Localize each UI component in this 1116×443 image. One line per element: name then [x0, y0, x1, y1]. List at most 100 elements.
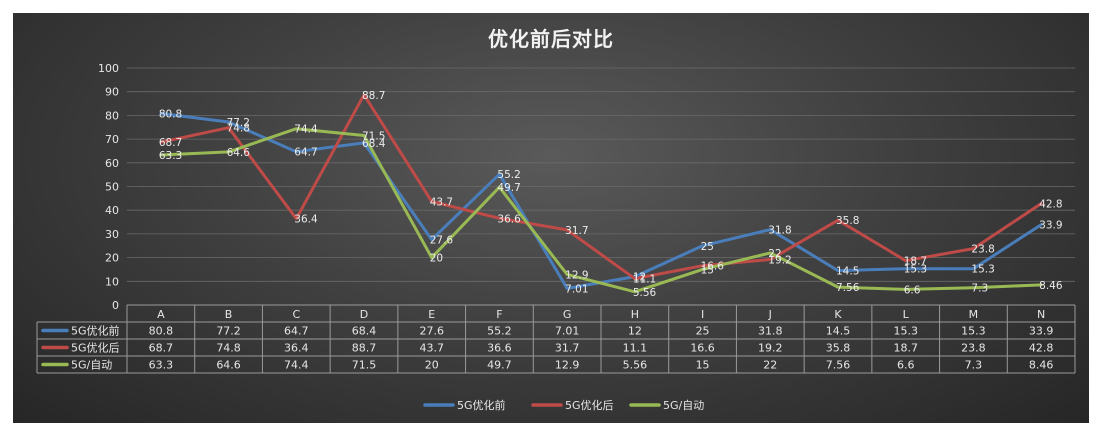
table-cell: 80.8: [149, 325, 174, 338]
x-category-label: G: [563, 308, 572, 321]
data-label: 88.7: [362, 90, 385, 102]
line-chart: 0 10 20 30 40 50 60 70 80 90 100 A B C D E F G H I J K L M N 5G优化…: [36, 62, 1076, 412]
table-cell: 74.4: [284, 359, 309, 372]
table-cell: 35.8: [826, 342, 851, 355]
table-cell: 64.6: [216, 359, 241, 372]
x-category-label: I: [701, 308, 704, 321]
data-label: 8.46: [1039, 280, 1063, 292]
data-label: 31.7: [565, 225, 588, 237]
table-cell: 36.4: [284, 342, 309, 355]
x-category-label: N: [1037, 308, 1045, 321]
table-cell: 15.3: [893, 325, 918, 338]
y-tick-label: 90: [105, 86, 119, 99]
table-cell: 8.46: [1029, 359, 1054, 372]
legend-label: 5G优化后: [565, 398, 614, 412]
table-cell: 64.7: [284, 325, 309, 338]
table-series-name: 5G/自动: [71, 359, 112, 372]
y-tick-label: 30: [105, 228, 119, 241]
data-label: 68.4: [362, 138, 386, 150]
data-label: 12: [633, 272, 646, 284]
table-cell: 14.5: [826, 325, 851, 338]
y-tick-label: 0: [112, 299, 119, 312]
series-line: [159, 93, 1043, 281]
x-category-label: F: [496, 308, 502, 321]
table-cell: 19.2: [758, 342, 783, 355]
data-label: 74.8: [227, 123, 250, 135]
x-category-label: B: [225, 308, 233, 321]
data-label: 27.6: [430, 235, 454, 247]
data-label: 25: [701, 241, 714, 253]
data-label: 14.5: [836, 266, 859, 278]
table-cell: 7.3: [965, 359, 983, 372]
data-label: 15.3: [904, 264, 927, 276]
data-label: 35.8: [836, 215, 859, 227]
y-tick-label: 10: [105, 275, 119, 288]
table-cell: 77.2: [216, 325, 241, 338]
data-label: 22: [768, 248, 781, 260]
data-label: 68.7: [159, 137, 182, 149]
table-cell: 11.1: [623, 342, 648, 355]
data-label: 74.4: [294, 124, 318, 136]
data-label: 77.2: [227, 117, 250, 129]
data-label: 36.4: [294, 214, 318, 226]
data-label: 18.7: [904, 256, 927, 268]
table-cell: 7.01: [555, 325, 580, 338]
table-cell: 36.6: [487, 342, 512, 355]
data-label: 43.7: [430, 196, 453, 208]
table-cell: 31.8: [758, 325, 783, 338]
data-label: 16.6: [701, 261, 725, 273]
legend-label: 5G优化前: [457, 398, 506, 412]
data-label: 36.6: [497, 213, 521, 225]
chart-title: 优化前后对比: [488, 27, 614, 51]
x-category-label: A: [157, 308, 165, 321]
data-label: 7.01: [565, 283, 588, 295]
table-cell: 12: [628, 325, 642, 338]
x-category-label: H: [631, 308, 639, 321]
x-category-label: C: [292, 308, 300, 321]
table-cell: 71.5: [352, 359, 377, 372]
data-label: 80.8: [159, 109, 182, 121]
data-label: 15: [701, 264, 714, 276]
y-tick-label: 70: [105, 133, 119, 146]
data-label: 63.3: [159, 150, 182, 162]
data-label: 31.8: [768, 225, 791, 237]
table-cell: 68.4: [352, 325, 377, 338]
table-series-name: 5G优化后: [71, 341, 120, 355]
x-category-label: M: [969, 308, 979, 321]
table-cell: 5.56: [623, 359, 648, 372]
data-label: 7.56: [836, 282, 860, 294]
data-label: 11.1: [633, 274, 656, 286]
data-label: 15.3: [971, 264, 994, 276]
data-label: 55.2: [497, 169, 520, 181]
x-category-label: D: [360, 308, 368, 321]
chart-area: 优化前后对比 0 10 20 30 40 50 60 70 80 90 100 A B C D E F G H I J K…: [13, 13, 1089, 423]
data-label: 49.7: [497, 182, 520, 194]
y-tick-label: 60: [105, 157, 119, 170]
x-category-label: E: [428, 308, 435, 321]
data-label: 20: [430, 253, 443, 265]
table-cell: 22: [763, 359, 777, 372]
table-cell: 43.7: [419, 342, 444, 355]
data-label: 12.9: [565, 269, 588, 281]
table-cell: 49.7: [487, 359, 512, 372]
table-cell: 27.6: [419, 325, 444, 338]
data-label: 5.56: [633, 287, 657, 299]
table-cell: 6.6: [897, 359, 915, 372]
data-label: 64.6: [227, 147, 251, 159]
table-cell: 15: [696, 359, 710, 372]
data-label: 71.5: [362, 131, 385, 143]
data-label: 23.8: [971, 244, 994, 256]
y-tick-label: 50: [105, 181, 119, 194]
table-cell: 68.7: [149, 342, 174, 355]
data-label: 6.6: [904, 284, 921, 296]
data-label: 42.8: [1039, 199, 1062, 211]
x-category-label: L: [903, 308, 910, 321]
series-line: [159, 127, 1043, 294]
table-cell: 18.7: [893, 342, 918, 355]
y-tick-label: 100: [98, 62, 119, 75]
table-cell: 33.9: [1029, 325, 1054, 338]
y-tick-label: 40: [105, 204, 119, 217]
table-series-name: 5G优化前: [71, 324, 120, 338]
data-label: 7.3: [971, 283, 988, 295]
table-cell: 31.7: [555, 342, 580, 355]
